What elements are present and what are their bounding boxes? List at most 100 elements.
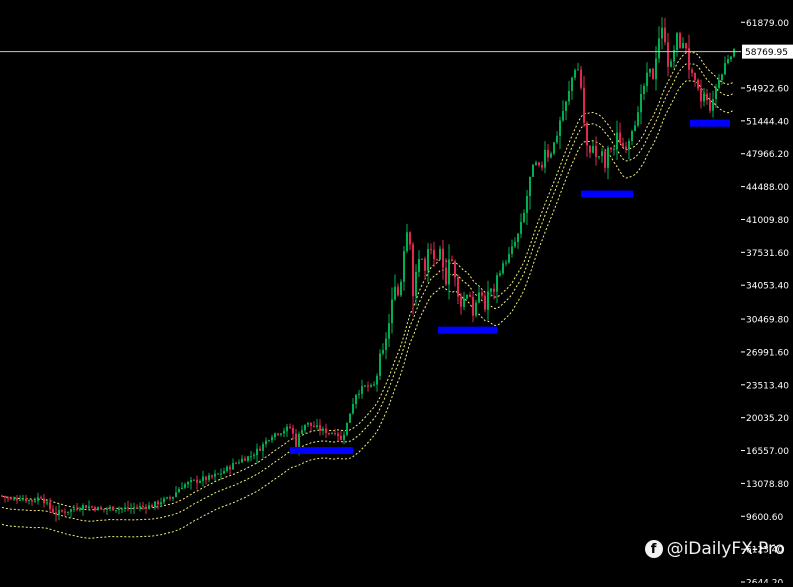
y-tick-label: 47966.20 xyxy=(746,150,789,160)
candle-body xyxy=(67,511,69,513)
candle-body xyxy=(247,456,249,461)
candle-body xyxy=(244,458,246,461)
candle-body xyxy=(406,232,408,252)
candle-body xyxy=(163,498,165,503)
candle-body xyxy=(427,249,429,271)
candle-body xyxy=(550,153,552,158)
candle-body xyxy=(346,422,348,435)
moving-average-band-1 xyxy=(1,51,735,511)
candle-body xyxy=(571,77,573,91)
candle-body xyxy=(463,298,465,307)
candle-body xyxy=(508,253,510,263)
candle-body xyxy=(211,475,213,477)
candle-body xyxy=(220,473,222,475)
candle-body xyxy=(154,501,156,508)
candle-body xyxy=(31,500,33,502)
candle-body xyxy=(1,495,3,497)
candle-body xyxy=(511,246,513,254)
candle-body xyxy=(307,422,309,425)
candle-body xyxy=(151,505,153,508)
candle-body xyxy=(82,505,84,509)
candle-body xyxy=(370,385,372,387)
candle-body xyxy=(367,385,369,387)
candle-body xyxy=(265,440,267,445)
candle-body xyxy=(241,458,243,463)
candle-body xyxy=(142,506,144,508)
current-price-label: 58769.95 xyxy=(745,48,788,58)
candle-body xyxy=(208,475,210,480)
y-tick-label: 34053.40 xyxy=(746,282,789,292)
candle-body xyxy=(577,69,579,71)
candle-body xyxy=(574,69,576,78)
y-tick-label: 6123.40 xyxy=(746,546,783,556)
candle-body xyxy=(322,428,324,431)
candle-body xyxy=(643,85,645,94)
candle-body xyxy=(166,497,168,499)
candle-body xyxy=(286,426,288,432)
candle-body xyxy=(268,440,270,442)
candle-body xyxy=(271,437,273,441)
candle-body xyxy=(586,122,588,146)
candle-body xyxy=(319,425,321,431)
candle-body xyxy=(229,466,231,470)
y-tick-label: 51444.40 xyxy=(746,117,789,127)
candle-body xyxy=(103,508,105,510)
support-levels xyxy=(290,119,730,455)
candle-body xyxy=(109,506,111,509)
y-tick-label: 54922.60 xyxy=(746,84,789,94)
candle-body xyxy=(10,498,12,500)
candle-body xyxy=(316,425,318,428)
candle-body xyxy=(37,497,39,501)
candle-body xyxy=(553,142,555,154)
candle-body xyxy=(658,38,660,59)
candle-body xyxy=(568,90,570,102)
candle-body xyxy=(661,27,663,39)
price-axis: 61879.00 54922.60 51444.40 47966.20 44488.00… xyxy=(741,19,793,587)
candle-body xyxy=(127,507,129,509)
candle-body xyxy=(466,294,468,299)
candle-body xyxy=(616,132,618,149)
candle-body xyxy=(709,100,711,111)
candle-body xyxy=(649,68,651,73)
candle-body xyxy=(130,507,132,509)
candle-body xyxy=(412,244,414,297)
candle-body xyxy=(361,386,363,394)
moving-average-bands xyxy=(1,51,735,539)
candle-body xyxy=(364,385,366,387)
candle-body xyxy=(355,394,357,405)
candle-body xyxy=(328,433,330,435)
candle-body xyxy=(88,506,90,509)
candle-body xyxy=(481,292,483,296)
candle-body xyxy=(388,323,390,339)
candle-body xyxy=(391,299,393,324)
candle-body xyxy=(199,480,201,483)
candle-body xyxy=(223,471,225,474)
candle-body xyxy=(721,74,723,81)
candle-body xyxy=(532,164,534,177)
candle-body xyxy=(139,506,141,508)
candle-body xyxy=(583,87,585,123)
y-tick-label: 9600.60 xyxy=(746,513,783,523)
candle-body xyxy=(376,375,378,385)
candle-body xyxy=(196,479,198,483)
candle-body xyxy=(79,508,81,510)
candle-body xyxy=(655,58,657,80)
candle-body xyxy=(487,291,489,310)
facebook-icon: f xyxy=(644,540,663,558)
candle-body xyxy=(40,497,42,499)
candle-body xyxy=(460,296,462,307)
candle-body xyxy=(454,261,456,278)
candle-body xyxy=(682,42,684,48)
candle-body xyxy=(382,349,384,354)
candle-body xyxy=(589,145,591,153)
candle-body xyxy=(715,87,717,100)
candle-body xyxy=(664,27,666,43)
candle-body xyxy=(16,498,18,501)
candle-body xyxy=(22,498,24,500)
candle-body xyxy=(4,496,6,498)
candle-body xyxy=(28,500,30,502)
candle-body xyxy=(190,480,192,483)
current-price-box xyxy=(742,44,793,59)
